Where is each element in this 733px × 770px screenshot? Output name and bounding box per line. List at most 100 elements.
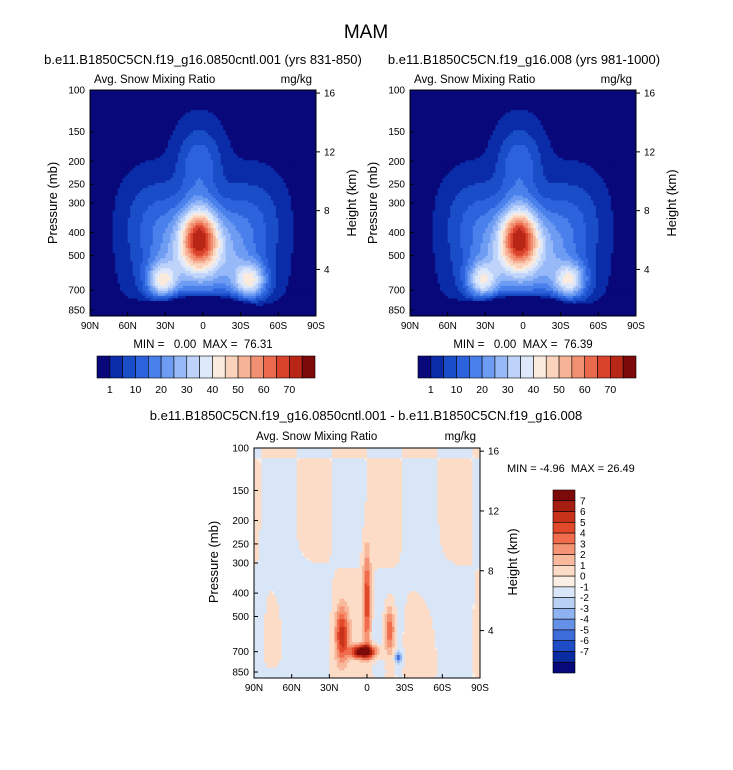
field-cell: [105, 107, 108, 111]
field-cell: [300, 185, 304, 189]
field-cell: [288, 172, 292, 176]
field-cell: [180, 220, 184, 224]
field-cell: [112, 213, 116, 216]
field-cell: [197, 187, 201, 191]
field-cell: [192, 203, 196, 206]
field-cell: [135, 215, 139, 219]
field-cell: [200, 167, 204, 171]
field-cell: [152, 100, 156, 103]
field-cell: [105, 195, 108, 199]
field-cell: [233, 218, 237, 221]
field-cell: [135, 185, 139, 189]
field-cell: [97, 195, 101, 199]
field-cell: [115, 157, 119, 161]
field-cell: [283, 210, 287, 214]
field-cell: [200, 223, 204, 226]
field-cell: [115, 152, 119, 156]
field-cell: [285, 95, 289, 98]
field-cell: [313, 102, 316, 106]
field-cell: [117, 180, 121, 184]
field-cell: [245, 165, 249, 169]
field-cell: [155, 162, 159, 166]
field-cell: [215, 167, 219, 171]
field-cell: [280, 122, 284, 126]
field-cell: [112, 208, 116, 211]
field-cell: [293, 117, 297, 121]
field-cell: [215, 140, 219, 144]
field-cell: [250, 115, 254, 119]
field-cell: [122, 102, 126, 106]
field-cell: [278, 122, 282, 126]
field-cell: [310, 120, 314, 124]
field-cell: [250, 160, 254, 164]
field-cell: [170, 200, 174, 204]
field-cell: [258, 223, 262, 226]
field-cell: [268, 145, 272, 149]
field-cell: [192, 218, 196, 221]
field-cell: [132, 92, 136, 96]
field-cell: [265, 172, 269, 176]
field-cell: [120, 97, 124, 101]
field-cell: [203, 203, 206, 206]
field-cell: [228, 142, 232, 146]
field-cell: [135, 177, 139, 181]
field-cell: [187, 135, 191, 139]
field-cell: [172, 105, 176, 108]
field-cell: [220, 225, 224, 229]
field-cell: [190, 172, 194, 176]
field-cell: [263, 97, 267, 101]
field-cell: [180, 187, 184, 191]
field-cell: [167, 135, 171, 139]
panel-1-left-label: Avg. Snow Mixing Ratio: [94, 74, 215, 86]
field-cell: [170, 122, 174, 126]
field-cell: [208, 180, 211, 184]
field-cell: [260, 175, 264, 179]
field-cell: [130, 203, 134, 206]
field-cell: [275, 195, 279, 199]
field-cell: [305, 105, 309, 108]
field-cell: [225, 110, 229, 113]
field-cell: [300, 137, 304, 141]
field-cell: [290, 200, 294, 204]
field-cell: [253, 145, 257, 149]
field-cell: [288, 120, 292, 124]
field-cell: [233, 157, 237, 161]
field-cell: [245, 130, 249, 134]
field-cell: [245, 137, 249, 141]
field-cell: [303, 145, 307, 149]
field-cell: [140, 100, 144, 103]
field-cell: [107, 175, 111, 179]
field-cell: [273, 150, 277, 154]
field-cell: [187, 145, 191, 149]
field-cell: [122, 210, 126, 214]
field-cell: [208, 218, 211, 221]
field-cell: [142, 210, 146, 214]
field-cell: [197, 190, 201, 194]
field-cell: [95, 100, 98, 103]
field-cell: [200, 95, 204, 98]
field-cell: [255, 150, 259, 154]
field-cell: [285, 155, 289, 159]
field-cell: [117, 127, 121, 131]
field-cell: [215, 132, 219, 136]
field-cell: [160, 192, 164, 196]
field-cell: [197, 200, 201, 204]
field-cell: [220, 210, 224, 214]
field-cell: [303, 195, 307, 199]
field-cell: [162, 210, 166, 214]
field-cell: [115, 228, 119, 232]
field-cell: [208, 90, 211, 93]
field-cell: [215, 107, 219, 111]
field-cell: [268, 215, 272, 219]
field-cell: [137, 220, 141, 224]
field-cell: [248, 182, 252, 186]
field-cell: [285, 100, 289, 103]
field-cell: [220, 107, 224, 111]
field-cell: [100, 140, 103, 144]
field-cell: [240, 220, 244, 224]
field-cell: [132, 218, 136, 221]
field-cell: [147, 155, 151, 159]
field-cell: [275, 97, 279, 101]
field-cell: [285, 197, 289, 201]
field-cell: [127, 225, 131, 229]
